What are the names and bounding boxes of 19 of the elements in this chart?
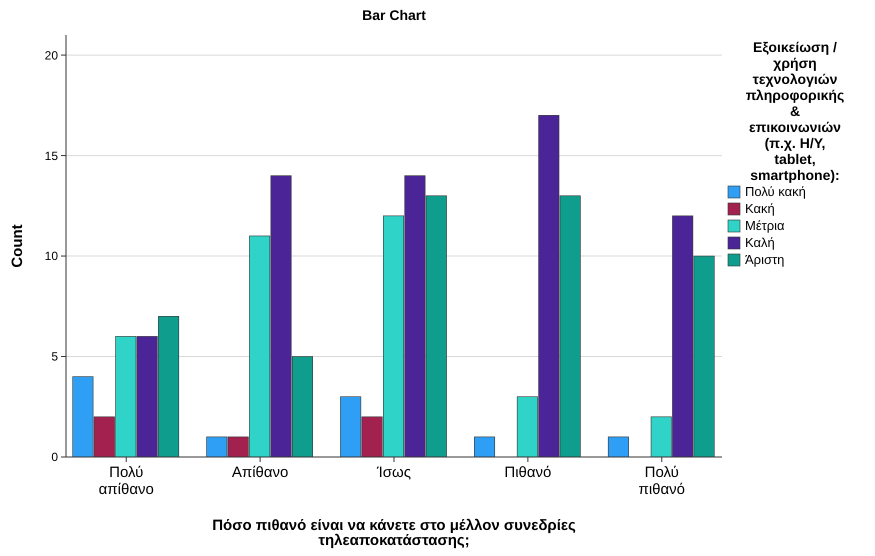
legend-label: Καλή xyxy=(745,235,775,250)
x-tick-label: Πολύ απίθανο xyxy=(98,464,154,498)
y-tick-label: 10 xyxy=(44,249,58,264)
x-tick-label: Απίθανο xyxy=(232,464,288,481)
legend-label: Μέτρια xyxy=(745,218,786,233)
legend-label: Κακή xyxy=(745,201,775,216)
text: Εξοικείωση / χρήση τεχνολογιών πληροφορικής & επικοινωνιών (π.χ. Η/Υ, tablet, smartphone): xyxy=(746,39,844,183)
y-tick-label: 15 xyxy=(44,148,58,163)
y-axis-title: Count xyxy=(9,224,26,268)
x-axis-title: Πόσο πιθανό είναι να κάνετε στο μέλλον συνεδρίες τηλεαποκατάστασης; xyxy=(212,517,576,549)
y-tick-label: 0 xyxy=(51,450,58,464)
x-tick-label: Ίσως xyxy=(376,464,411,481)
x-tick-label: Πολύ πιθανό xyxy=(638,464,686,498)
legend-label: Άριστη xyxy=(745,252,784,267)
y-tick-label: 5 xyxy=(51,350,58,364)
chart-title: Bar Chart xyxy=(362,7,426,23)
x-tick-label: Πιθανό xyxy=(504,464,552,481)
legend-label: Πολύ κακή xyxy=(745,184,806,199)
y-tick-label: 20 xyxy=(44,48,58,62)
